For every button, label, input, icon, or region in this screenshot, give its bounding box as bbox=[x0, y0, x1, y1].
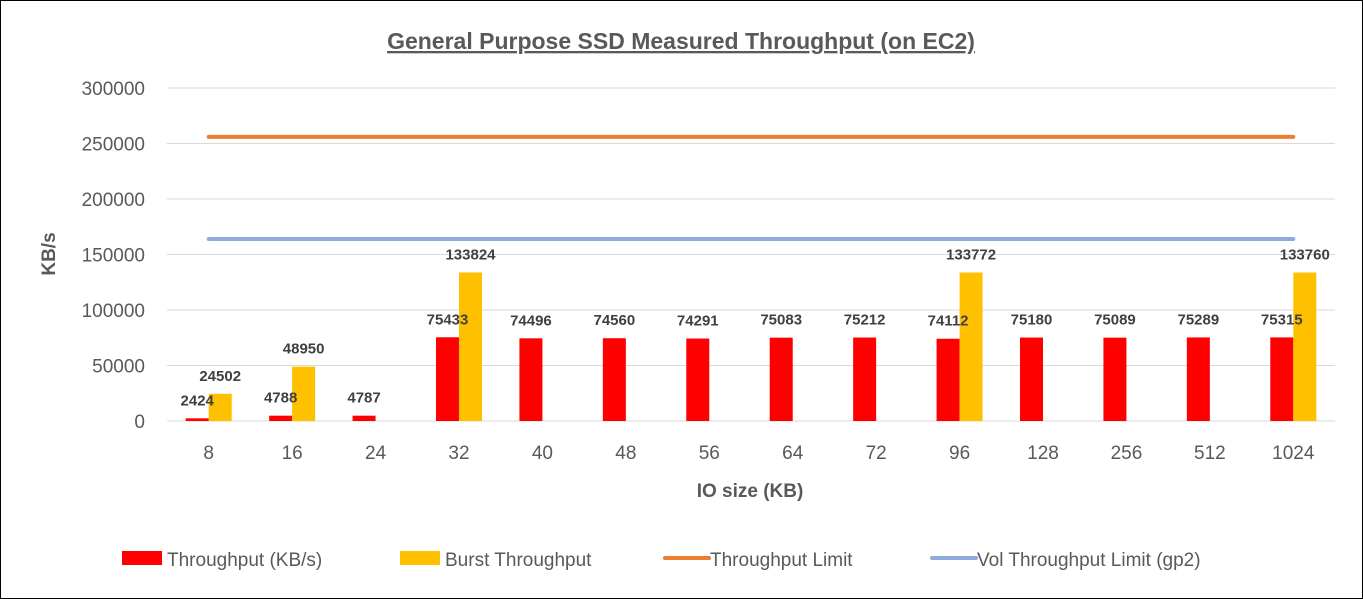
bar-burst-throughput bbox=[1293, 272, 1317, 421]
bar-throughput bbox=[1270, 337, 1294, 421]
x-tick-label: 72 bbox=[866, 443, 887, 464]
bar-throughput bbox=[1186, 337, 1210, 421]
bar-throughput bbox=[769, 337, 793, 421]
legend-label: Throughput Limit bbox=[710, 550, 853, 571]
x-tick-label: 32 bbox=[448, 443, 469, 464]
data-label: 133824 bbox=[445, 246, 496, 263]
y-tick-label: 250000 bbox=[82, 135, 145, 156]
y-tick-label: 300000 bbox=[82, 79, 145, 100]
data-labels: 2424 4788 4787 75433 74496 74560 74291 75083 752… bbox=[181, 246, 1330, 409]
x-axis-title: IO size (KB) bbox=[697, 481, 804, 502]
bar-throughput bbox=[352, 415, 376, 421]
data-label: 75433 bbox=[427, 311, 469, 328]
x-tick-label: 56 bbox=[699, 443, 720, 464]
y-tick-label: 50000 bbox=[92, 357, 145, 378]
data-label: 74496 bbox=[510, 312, 552, 329]
bar-burst-throughput bbox=[208, 393, 232, 421]
y-axis-title: KB/s bbox=[39, 232, 60, 275]
bar-throughput bbox=[519, 338, 543, 421]
data-label: 48950 bbox=[283, 341, 325, 358]
data-label: 75083 bbox=[760, 312, 802, 329]
data-label: 4787 bbox=[347, 390, 380, 407]
legend-swatch bbox=[400, 551, 440, 565]
bar-burst-throughput bbox=[292, 366, 316, 421]
bar-throughput bbox=[936, 338, 960, 421]
chart-title: General Purpose SSD Measured Throughput … bbox=[387, 28, 975, 54]
bar-throughput bbox=[1103, 337, 1127, 421]
x-tick-label: 1024 bbox=[1272, 443, 1315, 464]
data-label: 74112 bbox=[928, 313, 969, 330]
x-tick-label: 40 bbox=[532, 443, 553, 464]
bar-throughput bbox=[185, 418, 209, 421]
legend-swatch bbox=[122, 551, 162, 565]
data-label: 75289 bbox=[1177, 311, 1219, 328]
x-tick-label: 96 bbox=[949, 443, 970, 464]
data-label: 75089 bbox=[1094, 312, 1136, 329]
x-tick-label: 16 bbox=[282, 443, 303, 464]
x-tick-label: 48 bbox=[615, 443, 636, 464]
x-axis-ticks: 8 16 24 32 40 48 56 64 72 96 128 256 512 1024 bbox=[203, 443, 1314, 464]
legend-label: Burst Throughput bbox=[445, 550, 592, 571]
bar-throughput bbox=[686, 338, 710, 421]
bar-throughput bbox=[853, 337, 877, 421]
y-axis-ticks: 0 50000 100000 150000 200000 250000 300000 bbox=[82, 79, 145, 433]
bar-throughput bbox=[602, 338, 626, 421]
x-tick-label: 64 bbox=[782, 443, 804, 464]
y-tick-label: 200000 bbox=[82, 190, 145, 211]
bar-throughput bbox=[436, 337, 459, 421]
legend-label: Throughput (KB/s) bbox=[167, 550, 322, 571]
bar-throughput bbox=[1020, 337, 1043, 421]
data-label: 74291 bbox=[677, 313, 719, 330]
y-tick-label: 150000 bbox=[82, 246, 145, 267]
x-tick-label: 256 bbox=[1111, 443, 1143, 464]
limit-lines bbox=[206, 134, 1296, 241]
data-label: 4788 bbox=[264, 390, 297, 407]
x-tick-label: 24 bbox=[365, 443, 387, 464]
bars bbox=[185, 272, 1317, 421]
legend-label: Vol Throughput Limit (gp2) bbox=[977, 550, 1201, 571]
data-label: 74560 bbox=[593, 312, 635, 329]
data-label: 133772 bbox=[946, 247, 996, 264]
y-tick-label: 100000 bbox=[82, 301, 145, 322]
x-tick-label: 128 bbox=[1027, 443, 1059, 464]
data-label: 24502 bbox=[199, 368, 241, 385]
data-label: 133760 bbox=[1280, 247, 1330, 264]
bar-burst-throughput bbox=[459, 272, 482, 421]
y-tick-label: 0 bbox=[134, 412, 145, 433]
bar-burst-throughput bbox=[959, 272, 983, 421]
x-tick-label: 8 bbox=[203, 443, 214, 464]
legend: Throughput (KB/s) Burst Throughput Through… bbox=[122, 550, 1201, 571]
data-label: 2424 bbox=[181, 392, 215, 409]
bar-throughput bbox=[269, 415, 293, 421]
data-label: 75212 bbox=[844, 312, 886, 329]
data-label: 75180 bbox=[1011, 312, 1053, 329]
data-label: 75315 bbox=[1261, 311, 1303, 328]
x-tick-label: 512 bbox=[1194, 443, 1226, 464]
